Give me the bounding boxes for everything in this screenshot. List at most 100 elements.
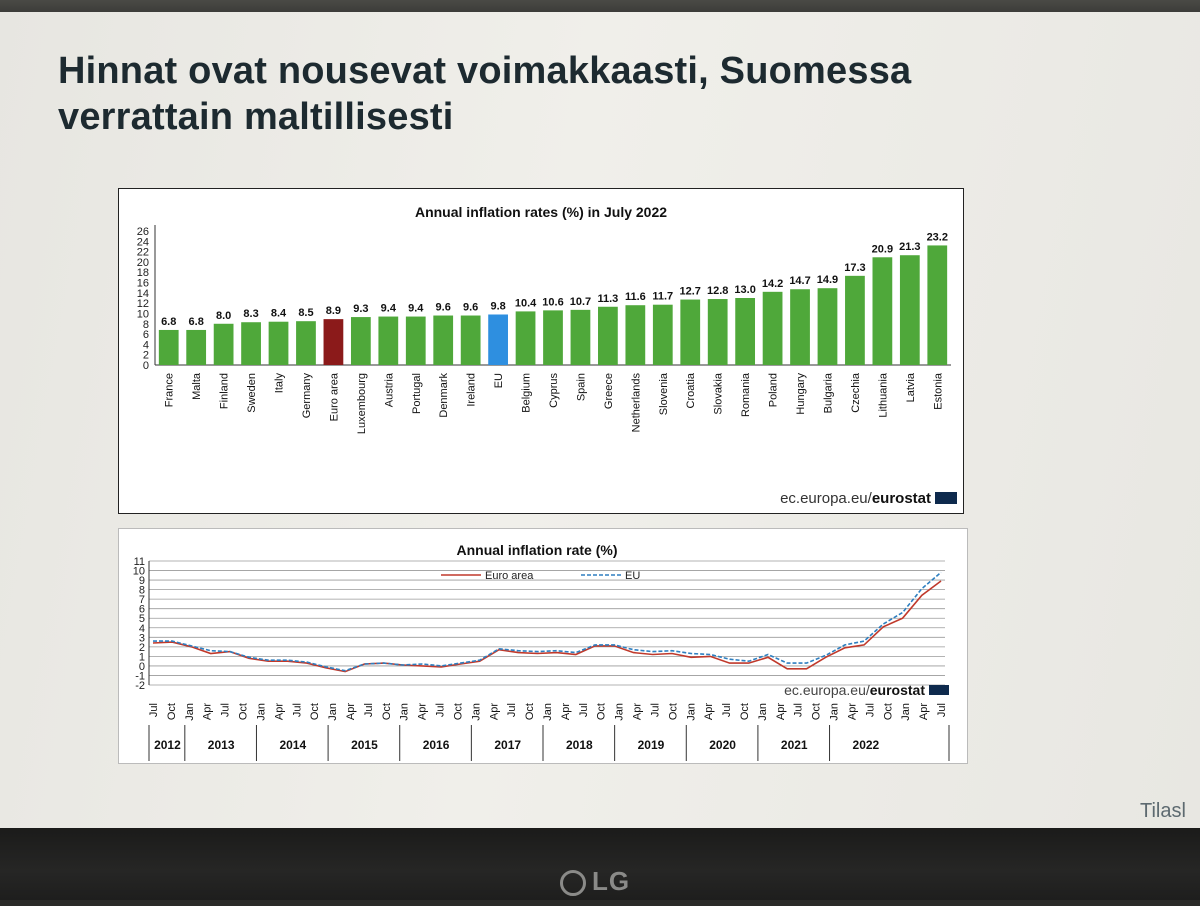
line-month-tick-label: Jul [506,703,518,717]
bar-euro-area [323,319,344,365]
bar-value-label: 12.7 [680,286,701,298]
line-month-tick-label: Jul [649,703,661,717]
line-month-tick-label: Apr [560,703,572,720]
monitor-bezel [0,828,1200,900]
bar-category-label: Italy [274,373,286,394]
bar-czechia [845,275,865,365]
bar-eu [488,314,508,365]
bar-category-label: Lithuania [877,372,889,418]
legend-label: EU [625,570,640,582]
line-chart: Annual inflation rate (%)-2-101234567891… [133,542,950,761]
line-year-label: 2018 [566,738,593,752]
line-month-tick-label: Oct [739,703,751,720]
line-month-tick-label: Jan [829,703,841,721]
line-month-tick-label: Jan [255,703,267,721]
bar-malta [186,329,207,365]
bar-category-label: Romania [740,372,752,417]
bar-chart-source: ec.europa.eu/eurostat [780,490,931,507]
bar-lithuania [872,257,893,365]
bar-ireland [460,315,481,365]
line-y-tick-label: 3 [139,632,145,644]
line-y-tick-label: 5 [139,613,145,625]
bar-category-label: Finland [219,373,231,409]
line-month-tick-label: Oct [309,703,321,720]
bar-value-label: 12.8 [707,285,728,297]
line-month-tick-label: Jan [900,703,912,721]
bar-y-tick-label: 20 [137,257,149,269]
bar-y-tick-label: 6 [143,329,149,341]
bar-italy [268,321,289,365]
bar-value-label: 8.3 [243,308,258,320]
line-y-tick-label: 0 [139,661,145,673]
line-y-tick-label: 11 [134,556,145,568]
line-month-tick-label: Jan [542,703,554,721]
line-month-tick-label: Jul [721,703,733,717]
series-line-euro-area [152,580,942,673]
source-domain: ec.europa.eu/ [784,682,870,698]
line-month-tick-label: Jul [578,703,590,717]
line-chart-source: ec.europa.eu/eurostat [784,682,925,698]
line-month-tick-label: Jul [363,703,375,717]
line-month-tick-label: Jul [435,703,447,717]
bar-y-tick-label: 24 [137,236,149,248]
line-month-tick-label: Jul [864,703,876,717]
bar-category-label: Netherlands [630,373,642,433]
lg-circle-icon [560,870,586,897]
bar-category-label: Estonia [932,372,944,410]
bar-y-tick-label: 8 [143,319,149,331]
line-month-tick-label: Apr [846,703,858,720]
bar-y-tick-label: 18 [137,267,149,279]
bar-value-label: 13.0 [734,284,755,296]
line-month-tick-label: Oct [596,703,608,720]
line-y-tick-label: 8 [139,585,145,597]
line-month-tick-label: Jan [399,703,411,721]
bar-y-tick-label: 4 [143,339,149,351]
bar-value-label: 8.5 [298,307,313,319]
bar-value-label: 10.4 [515,297,537,309]
bar-value-label: 17.3 [844,262,865,274]
slide-title: Hinnat ovat nousevat voimakkaasti, Suome… [58,50,912,138]
bar-austria [378,316,399,365]
line-month-tick-label: Oct [166,703,178,720]
bar-bulgaria [817,288,838,365]
bar-poland [762,291,783,365]
bar-y-tick-label: 12 [137,298,149,310]
monitor-brand-logo: LG [560,866,700,906]
bar-value-label: 9.4 [381,303,397,315]
bar-germany [296,321,316,365]
line-month-tick-label: Jul [220,703,232,717]
bar-category-label: France [164,373,176,407]
line-month-tick-label: Apr [345,703,357,720]
bar-category-label: Croatia [685,372,697,408]
line-month-tick-label: Apr [775,703,787,720]
bar-greece [598,306,618,365]
bar-netherlands [625,305,646,365]
bar-value-label: 9.3 [353,303,368,315]
line-y-tick-label: 4 [139,623,145,635]
bar-value-label: 11.6 [625,291,646,303]
bar-category-label: Cyprus [548,373,560,408]
bar-value-label: 10.6 [542,296,563,308]
bar-belgium [515,311,536,365]
bar-category-label: Luxembourg [356,373,368,434]
bar-hungary [790,289,810,365]
line-month-tick-label: Apr [918,703,930,720]
bar-category-label: Denmark [438,373,450,418]
line-year-label: 2014 [279,738,306,752]
line-y-tick-label: 7 [139,594,145,606]
source-brand: eurostat [872,490,931,507]
line-month-tick-label: Apr [703,703,715,720]
bar-value-label: 14.2 [762,278,783,290]
bar-category-label: Slovakia [713,372,725,414]
line-month-tick-label: Oct [811,703,823,720]
line-year-label: 2016 [423,738,450,752]
bar-y-tick-label: 2 [143,350,149,362]
bar-category-label: Greece [603,373,615,409]
bar-value-label: 20.9 [872,243,893,255]
line-year-label: 2017 [494,738,521,752]
bar-category-label: Austria [383,372,395,407]
line-month-tick-label: Oct [238,703,250,720]
bar-value-label: 8.0 [216,310,231,322]
bar-cyprus [543,310,563,365]
bar-y-tick-label: 16 [137,278,149,290]
